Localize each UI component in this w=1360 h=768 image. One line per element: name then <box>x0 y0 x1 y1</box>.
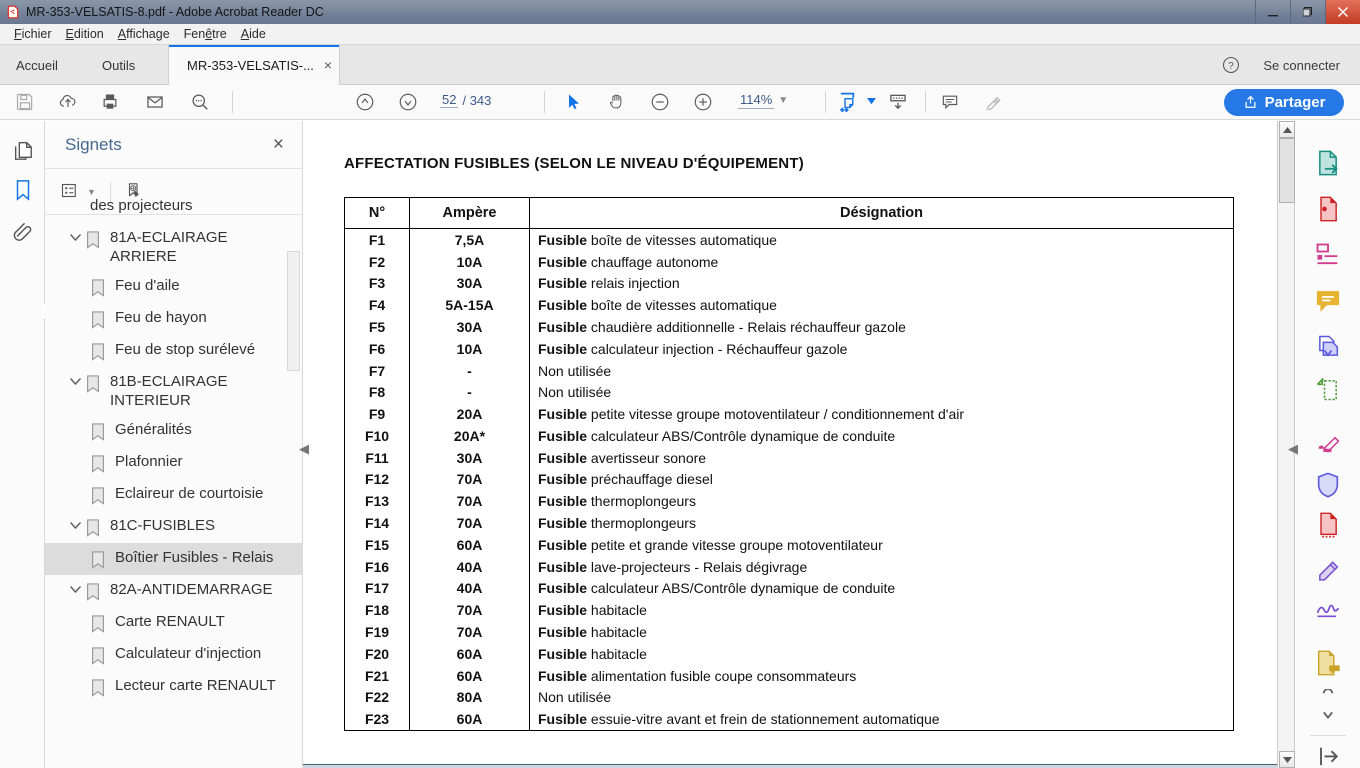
svg-text:?: ? <box>1228 61 1234 72</box>
